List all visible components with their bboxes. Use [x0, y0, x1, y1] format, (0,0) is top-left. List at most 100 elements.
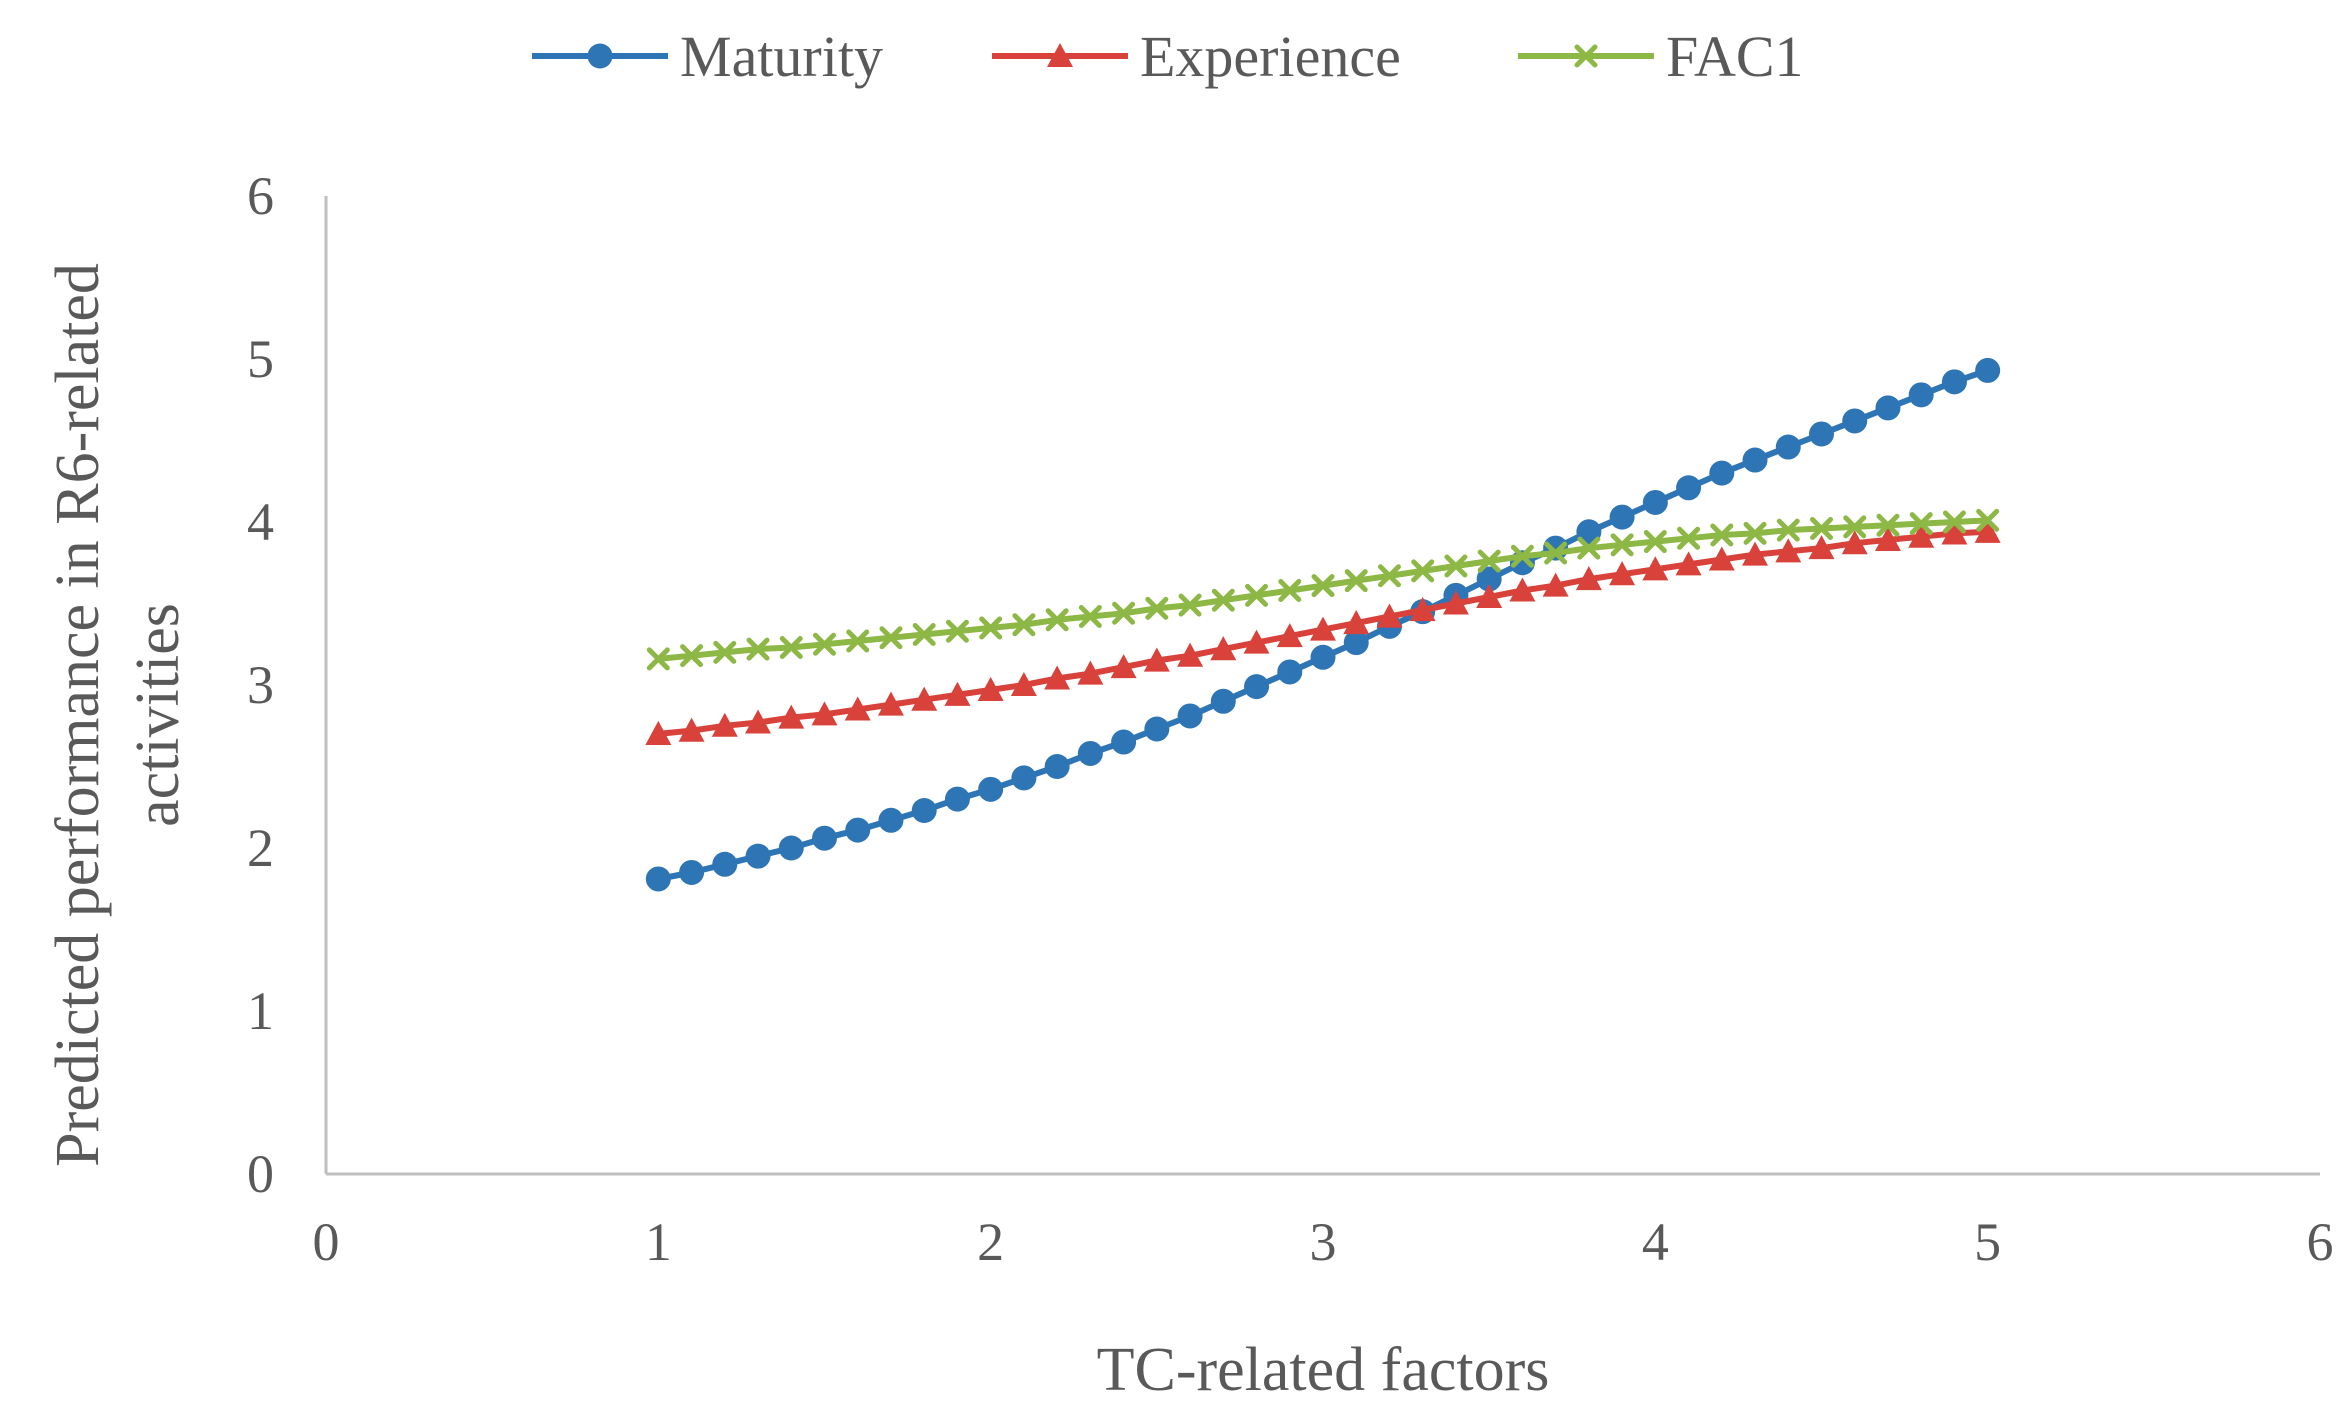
data-point-experience — [1409, 597, 1436, 622]
data-point-fac1 — [1810, 517, 1833, 541]
legend-entry-fac1: FAC1 — [1518, 24, 1804, 89]
legend-entry-experience: Experience — [992, 24, 1401, 89]
data-point-fac1 — [1045, 608, 1069, 632]
data-point-fac1 — [1942, 510, 1966, 534]
data-point-fac1 — [746, 637, 770, 661]
data-point-experience — [1742, 541, 1769, 566]
x-tick-label: 1 — [645, 1212, 672, 1272]
data-point-maturity — [778, 835, 804, 861]
data-point-experience — [1675, 551, 1702, 576]
data-point-fac1 — [1078, 605, 1102, 629]
data-point-fac1 — [1843, 515, 1867, 539]
x-tick-label: 0 — [313, 1212, 340, 1272]
data-point-experience — [1476, 583, 1503, 609]
data-point-maturity — [1775, 434, 1801, 460]
y-tick-label: 1 — [247, 981, 274, 1041]
data-point-experience — [877, 691, 904, 716]
data-point-experience — [1010, 672, 1037, 697]
data-point-maturity — [1077, 740, 1103, 766]
data-point-maturity — [944, 786, 970, 812]
data-point-fac1 — [1012, 613, 1036, 637]
series-maturity — [645, 357, 2001, 892]
data-point-maturity — [878, 807, 904, 833]
y-tick-label: 3 — [247, 655, 274, 715]
data-point-experience — [977, 676, 1004, 701]
data-point-fac1 — [1444, 554, 1468, 578]
legend-label-experience: Experience — [1140, 24, 1401, 89]
data-point-experience — [711, 712, 738, 737]
data-point-experience — [1310, 616, 1336, 641]
x-tick-labels: 0 1 2 3 4 5 6 — [313, 1212, 2334, 1272]
data-point-fac1 — [713, 640, 737, 664]
data-point-experience — [1177, 642, 1204, 667]
legend-marker-fac1 — [1574, 44, 1598, 68]
data-point-maturity — [1908, 382, 1934, 408]
x-tick-label: 2 — [977, 1212, 1004, 1272]
data-point-experience — [811, 701, 838, 726]
data-point-experience — [1908, 523, 1935, 548]
data-point-experience — [1974, 518, 2001, 543]
legend-entry-maturity: Maturity — [532, 24, 883, 89]
y-tick-label: 4 — [247, 492, 274, 552]
data-point-experience — [745, 709, 772, 734]
data-point-maturity — [1210, 688, 1236, 714]
data-point-fac1 — [1876, 513, 1900, 537]
data-point-fac1 — [1776, 518, 1800, 542]
data-point-fac1 — [979, 616, 1003, 640]
data-point-experience — [911, 686, 938, 711]
data-point-maturity — [1310, 644, 1336, 670]
data-point-maturity — [978, 776, 1004, 802]
data-point-experience — [645, 720, 672, 745]
data-point-experience — [678, 717, 705, 742]
data-point-fac1 — [1610, 533, 1634, 557]
data-point-fac1 — [1743, 521, 1767, 545]
y-tick-label: 0 — [247, 1144, 274, 1204]
y-tick-labels: 0 1 2 3 4 5 6 — [247, 166, 274, 1204]
data-point-maturity — [1875, 395, 1901, 421]
legend-marker-maturity — [587, 43, 613, 69]
data-point-maturity — [645, 866, 671, 892]
data-point-fac1 — [1311, 574, 1335, 598]
data-point-maturity — [712, 851, 738, 877]
data-point-maturity — [812, 825, 837, 851]
y-axis-title-line-2: activities — [124, 603, 192, 827]
data-point-maturity — [1044, 754, 1070, 779]
data-point-fac1 — [1909, 512, 1933, 536]
series-fac1 — [646, 508, 2000, 671]
data-point-experience — [1642, 556, 1669, 581]
data-point-fac1 — [1677, 526, 1701, 550]
data-point-maturity — [745, 843, 771, 869]
data-point-fac1 — [1544, 541, 1568, 565]
data-point-maturity — [1642, 489, 1668, 515]
data-point-fac1 — [1145, 596, 1169, 620]
data-point-fac1 — [1577, 536, 1601, 560]
data-point-experience — [1044, 665, 1071, 690]
data-point-experience — [1442, 590, 1469, 615]
data-point-fac1 — [1510, 544, 1534, 568]
data-point-fac1 — [680, 644, 704, 668]
x-axis-title: TC-related factors — [1097, 1336, 1550, 1404]
y-tick-label: 2 — [247, 818, 274, 878]
data-point-maturity — [1144, 716, 1170, 742]
data-point-fac1 — [912, 622, 936, 646]
legend-label-maturity: Maturity — [680, 24, 883, 89]
data-point-maturity — [1476, 566, 1502, 592]
data-point-maturity — [1709, 460, 1735, 486]
y-tick-label: 6 — [247, 166, 274, 226]
data-point-experience — [1343, 610, 1370, 635]
data-point-maturity — [1177, 703, 1203, 729]
series-experience — [645, 518, 2001, 745]
data-point-fac1 — [1377, 564, 1401, 588]
data-point-experience — [1542, 572, 1569, 597]
data-point-experience — [1708, 546, 1735, 571]
x-tick-label: 6 — [2307, 1212, 2334, 1272]
data-point-maturity — [1576, 519, 1602, 545]
x-tick-label: 3 — [1310, 1212, 1337, 1272]
data-point-experience — [1110, 654, 1137, 679]
data-point-maturity — [1343, 630, 1369, 656]
data-point-experience — [1775, 538, 1802, 563]
data-point-experience — [1243, 629, 1270, 654]
data-point-fac1 — [1477, 549, 1501, 573]
y-tick-label: 5 — [247, 329, 274, 389]
